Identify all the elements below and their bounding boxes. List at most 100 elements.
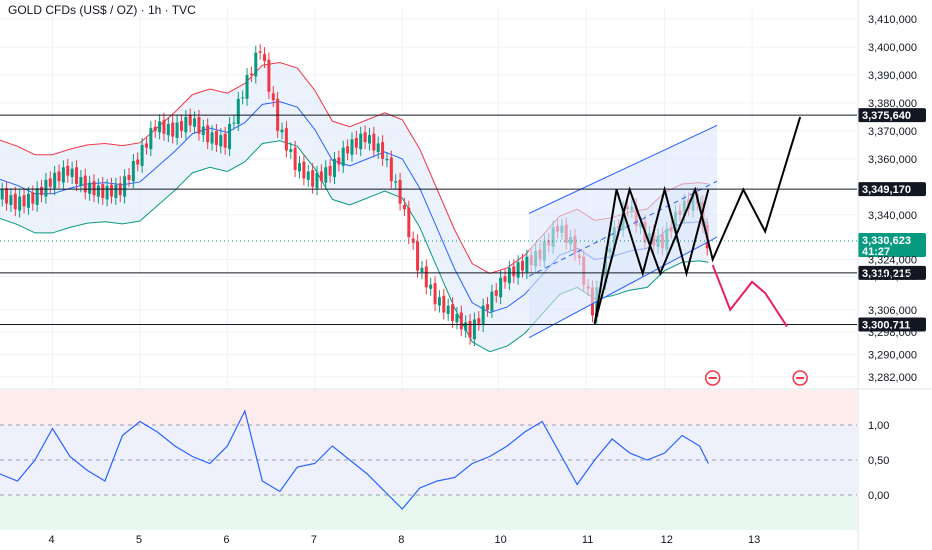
candle-body — [75, 167, 79, 185]
candle-body — [245, 75, 249, 99]
candle-body — [398, 179, 402, 204]
candle-body — [459, 312, 463, 330]
candle-body — [53, 172, 57, 189]
candle-body — [219, 135, 223, 147]
candle-body — [503, 276, 507, 282]
price-tick-label: 3,290,000 — [868, 349, 917, 361]
candle-body — [346, 146, 350, 154]
candle-body — [507, 267, 511, 284]
candle-body — [35, 188, 39, 205]
candle-body — [210, 132, 214, 144]
candle-body — [446, 305, 450, 314]
candle-body — [477, 318, 481, 324]
candle-body — [241, 97, 245, 99]
candle-body — [433, 283, 437, 305]
candle-body — [267, 59, 271, 92]
price-tick-label: 3,282,000 — [868, 372, 917, 384]
level-tag-label: 3,349,170 — [862, 184, 911, 196]
time-tick-label: 11 — [582, 534, 593, 546]
candle-body — [201, 126, 205, 136]
price-tick-label: 3,306,000 — [868, 305, 917, 317]
candle-body — [337, 157, 341, 165]
channel-lower-line — [528, 236, 718, 339]
candle-body — [149, 128, 153, 150]
level-tag-label: 3,375,640 — [862, 110, 911, 122]
candle-body — [499, 277, 503, 298]
current-price-label: 3,330,623 — [862, 235, 911, 247]
candle-body — [271, 93, 275, 101]
candle-body — [486, 304, 490, 310]
candle-body — [363, 132, 367, 143]
candle-body — [258, 51, 262, 53]
price-tick-label: 3,318,000 — [868, 271, 917, 283]
oscillator-tick-label: 1,00 — [868, 420, 889, 432]
candle-body — [328, 165, 332, 176]
candle-body — [26, 193, 30, 208]
candle-body — [88, 182, 92, 194]
time-axis: 4 5 6 7 8 10 11 12 13 — [48, 534, 760, 546]
level-tag-label: 3,319,215 — [862, 268, 911, 280]
candle-body — [228, 123, 232, 150]
candle-body — [464, 322, 468, 331]
time-tick-label: 6 — [223, 534, 229, 546]
level-tag — [858, 265, 926, 280]
candle-body — [44, 179, 48, 197]
chart-title: GOLD CFDs (US$ / OZ) · 1h · TVC — [8, 3, 196, 17]
candle-body — [223, 133, 227, 148]
candle-body — [140, 144, 144, 166]
candle-body — [48, 178, 52, 187]
candle-body — [188, 115, 192, 126]
level-tag — [858, 108, 926, 123]
time-tick-label: 7 — [311, 534, 317, 546]
candle-body — [302, 161, 306, 179]
time-tick-label: 4 — [48, 534, 54, 546]
price-tick-label: 3,360,000 — [868, 154, 917, 166]
candle-body — [411, 238, 415, 243]
candle-body — [197, 116, 201, 134]
bullish-projection-path — [593, 116, 802, 324]
candle-body — [376, 143, 380, 152]
candle-body — [9, 195, 13, 205]
horizontal-levels: 3,375,640 3,349,170 3,319,215 3,300,711 3,33… — [0, 108, 926, 332]
candle-body — [472, 319, 476, 340]
time-tick-label: 10 — [494, 534, 506, 546]
candle-body — [249, 73, 253, 76]
candle-body — [359, 133, 363, 150]
projection-paths — [593, 116, 802, 328]
candle-body — [306, 171, 310, 180]
candle-body — [109, 184, 113, 197]
candle-body — [416, 241, 420, 271]
candle-body — [61, 167, 65, 183]
candle-body — [424, 266, 428, 288]
candle-body — [350, 139, 354, 155]
price-tick-label: 3,340,000 — [868, 210, 917, 222]
candle-body — [214, 130, 218, 145]
candle-body — [284, 128, 288, 151]
candle-body — [311, 170, 315, 187]
candle-body — [254, 52, 258, 77]
candle-body — [79, 177, 83, 186]
candle-body — [131, 160, 135, 182]
channel-fill — [529, 125, 718, 338]
countdown-label: 41:27 — [862, 246, 890, 258]
candle-body — [70, 168, 74, 178]
candle-body — [280, 129, 284, 133]
candle-body — [319, 171, 323, 182]
candle-body — [381, 142, 385, 159]
candle-body — [490, 291, 494, 312]
candle-body — [332, 158, 336, 178]
oscillator-tick-label: 0,50 — [868, 455, 889, 467]
candle-body — [595, 287, 599, 317]
candle-body — [315, 172, 319, 189]
candle-body — [0, 189, 4, 200]
candle-body — [481, 305, 485, 326]
candle-body — [5, 188, 9, 204]
pattern-path — [593, 185, 710, 324]
level-tag-label: 3,300,711 — [862, 320, 910, 332]
candle-body — [494, 290, 498, 296]
candle-body — [232, 122, 236, 124]
event-markers — [704, 370, 808, 386]
candle-body — [293, 147, 297, 171]
candle-body — [455, 313, 459, 323]
